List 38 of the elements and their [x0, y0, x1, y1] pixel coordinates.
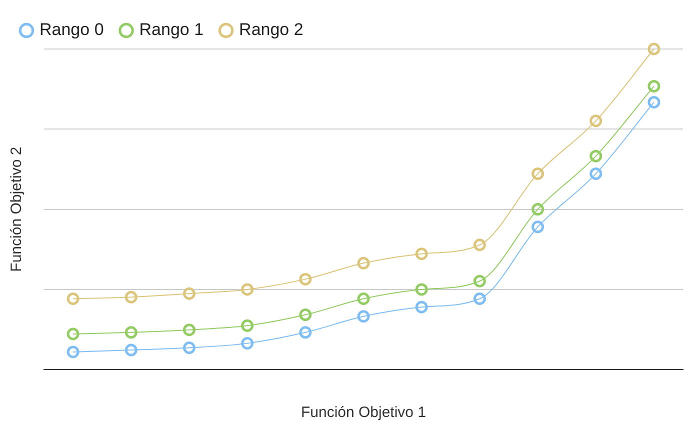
- y-axis-title: Función Objetivo 2: [8, 146, 26, 272]
- point: [590, 167, 602, 180]
- legend-label: Rango 1: [139, 20, 204, 40]
- point: [182, 342, 196, 354]
- point: [241, 337, 254, 350]
- point: [415, 283, 428, 296]
- point: [299, 326, 312, 339]
- point: [590, 150, 602, 162]
- point: [648, 42, 660, 56]
- point: [590, 114, 602, 128]
- point: [648, 80, 660, 92]
- point: [124, 290, 138, 304]
- point: [241, 319, 254, 332]
- point: [299, 308, 312, 322]
- point: [357, 292, 370, 305]
- point: [357, 256, 370, 270]
- point: [124, 344, 138, 356]
- legend-label: Rango 2: [239, 20, 304, 40]
- point: [473, 292, 486, 305]
- point: [532, 203, 544, 216]
- point: [532, 167, 544, 180]
- point: [182, 287, 196, 300]
- point: [182, 324, 196, 336]
- point: [124, 326, 138, 339]
- x-axis-title: Función Objetivo 1: [300, 404, 426, 422]
- point: [66, 346, 80, 358]
- point: [241, 283, 254, 296]
- point: [415, 300, 428, 314]
- point: [66, 292, 80, 305]
- point: [357, 310, 370, 323]
- point: [299, 272, 312, 286]
- point: [473, 274, 486, 288]
- point: [648, 96, 660, 108]
- legend-label: Rango 0: [40, 20, 104, 40]
- point: [473, 238, 486, 252]
- point: [532, 220, 544, 234]
- point: [66, 328, 80, 340]
- point: [415, 248, 428, 260]
